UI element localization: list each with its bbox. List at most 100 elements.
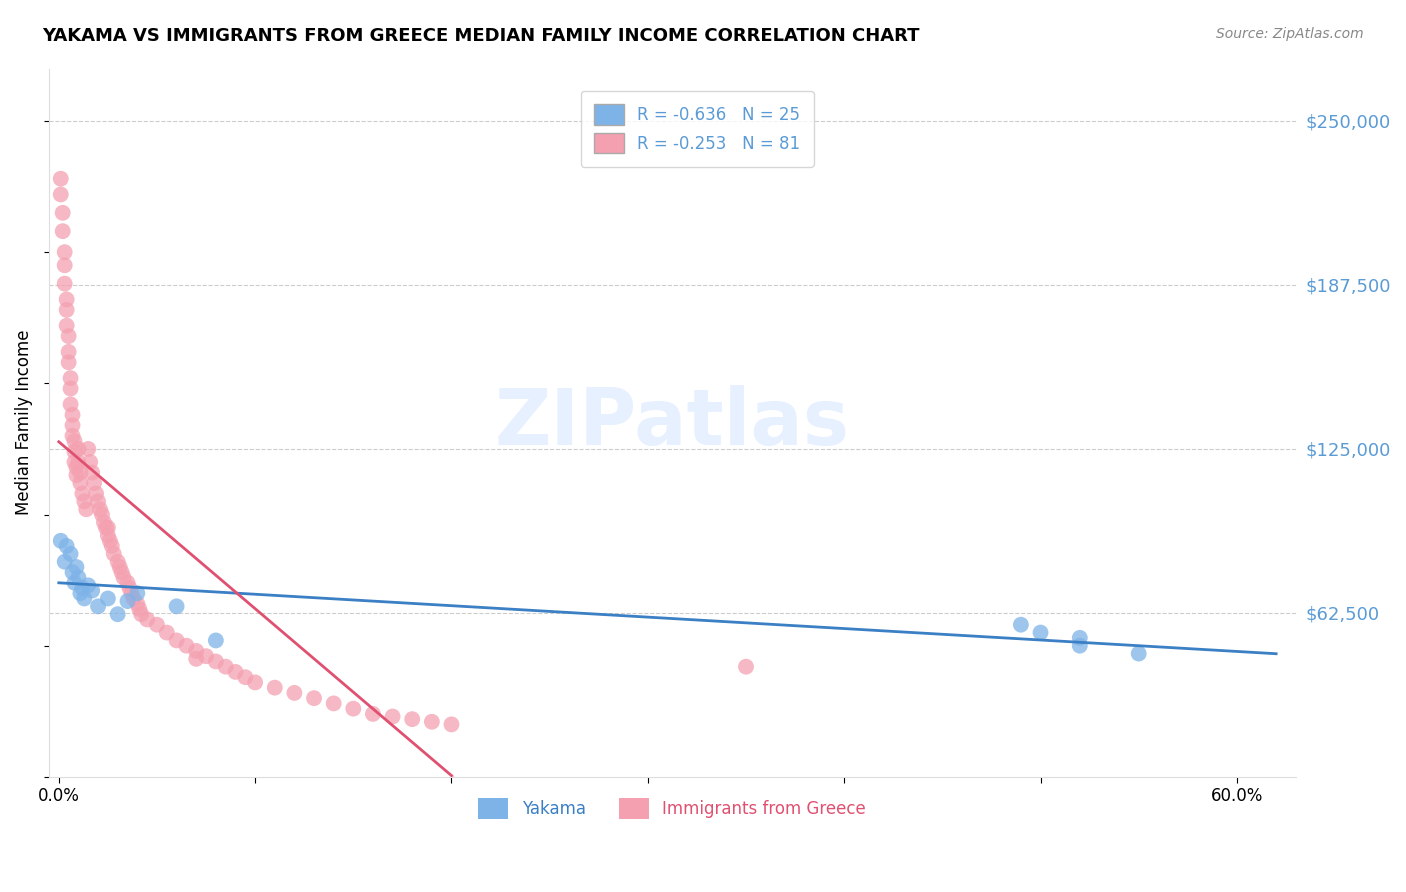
Point <box>440 717 463 731</box>
Point <box>53 277 76 291</box>
Point <box>75 502 97 516</box>
Point <box>342 701 364 715</box>
Point <box>63 444 86 458</box>
Point <box>112 570 135 584</box>
Point <box>69 586 91 600</box>
Point <box>67 570 90 584</box>
Point <box>65 460 87 475</box>
Point <box>82 583 104 598</box>
Point <box>401 712 423 726</box>
Point <box>53 555 76 569</box>
Point <box>52 206 75 220</box>
Point <box>97 521 120 535</box>
Point <box>55 539 77 553</box>
Point <box>67 455 90 469</box>
Point <box>120 586 142 600</box>
Point <box>97 591 120 606</box>
Text: Source: ZipAtlas.com: Source: ZipAtlas.com <box>1216 27 1364 41</box>
Point <box>58 355 80 369</box>
Point <box>283 686 305 700</box>
Point <box>53 258 76 272</box>
Point <box>77 442 100 456</box>
Point <box>97 528 120 542</box>
Point <box>79 455 101 469</box>
Point <box>77 578 100 592</box>
Point <box>83 476 105 491</box>
Point <box>49 171 72 186</box>
Point <box>87 494 110 508</box>
Point <box>205 633 228 648</box>
Point <box>166 599 188 614</box>
Point <box>103 547 125 561</box>
Point <box>420 714 443 729</box>
Point <box>93 516 115 530</box>
Point <box>117 575 139 590</box>
Point <box>63 575 86 590</box>
Point <box>176 639 198 653</box>
Point <box>108 560 131 574</box>
Point <box>49 533 72 548</box>
Point <box>62 408 84 422</box>
Point <box>73 591 96 606</box>
Point <box>111 566 134 580</box>
Point <box>166 633 188 648</box>
Point <box>322 697 344 711</box>
Point <box>89 502 111 516</box>
Point <box>243 675 266 690</box>
Point <box>302 691 325 706</box>
Point <box>52 224 75 238</box>
Point <box>381 709 404 723</box>
Point <box>67 442 90 456</box>
Point <box>73 494 96 508</box>
Point <box>87 599 110 614</box>
Point <box>127 586 149 600</box>
Point <box>146 617 169 632</box>
Point <box>59 397 82 411</box>
Point <box>101 539 124 553</box>
Legend: Yakama, Immigrants from Greece: Yakama, Immigrants from Greece <box>472 791 873 825</box>
Point <box>55 302 77 317</box>
Point <box>69 476 91 491</box>
Point <box>94 521 117 535</box>
Point <box>118 581 141 595</box>
Text: ZIPatlas: ZIPatlas <box>495 384 849 460</box>
Point <box>1128 647 1150 661</box>
Point <box>156 625 179 640</box>
Point <box>62 418 84 433</box>
Point <box>59 371 82 385</box>
Point <box>263 681 285 695</box>
Point <box>233 670 256 684</box>
Point <box>361 706 384 721</box>
Point <box>65 560 87 574</box>
Text: YAKAMA VS IMMIGRANTS FROM GREECE MEDIAN FAMILY INCOME CORRELATION CHART: YAKAMA VS IMMIGRANTS FROM GREECE MEDIAN … <box>42 27 920 45</box>
Point <box>69 466 91 480</box>
Point <box>136 612 159 626</box>
Point <box>129 607 152 622</box>
Point <box>53 245 76 260</box>
Point <box>55 318 77 333</box>
Y-axis label: Median Family Income: Median Family Income <box>15 330 32 516</box>
Point <box>107 607 129 622</box>
Point <box>63 455 86 469</box>
Point <box>735 659 758 673</box>
Point <box>1029 625 1052 640</box>
Point <box>1010 617 1032 632</box>
Point <box>65 468 87 483</box>
Point <box>59 547 82 561</box>
Point <box>117 594 139 608</box>
Point <box>127 597 149 611</box>
Point <box>186 652 208 666</box>
Point <box>72 486 94 500</box>
Point <box>59 382 82 396</box>
Point <box>72 581 94 595</box>
Point <box>215 659 238 673</box>
Point <box>49 187 72 202</box>
Point <box>122 591 145 606</box>
Point <box>224 665 246 679</box>
Point <box>205 655 228 669</box>
Point <box>84 486 107 500</box>
Point <box>107 555 129 569</box>
Point <box>186 644 208 658</box>
Point <box>91 508 114 522</box>
Point <box>1069 631 1091 645</box>
